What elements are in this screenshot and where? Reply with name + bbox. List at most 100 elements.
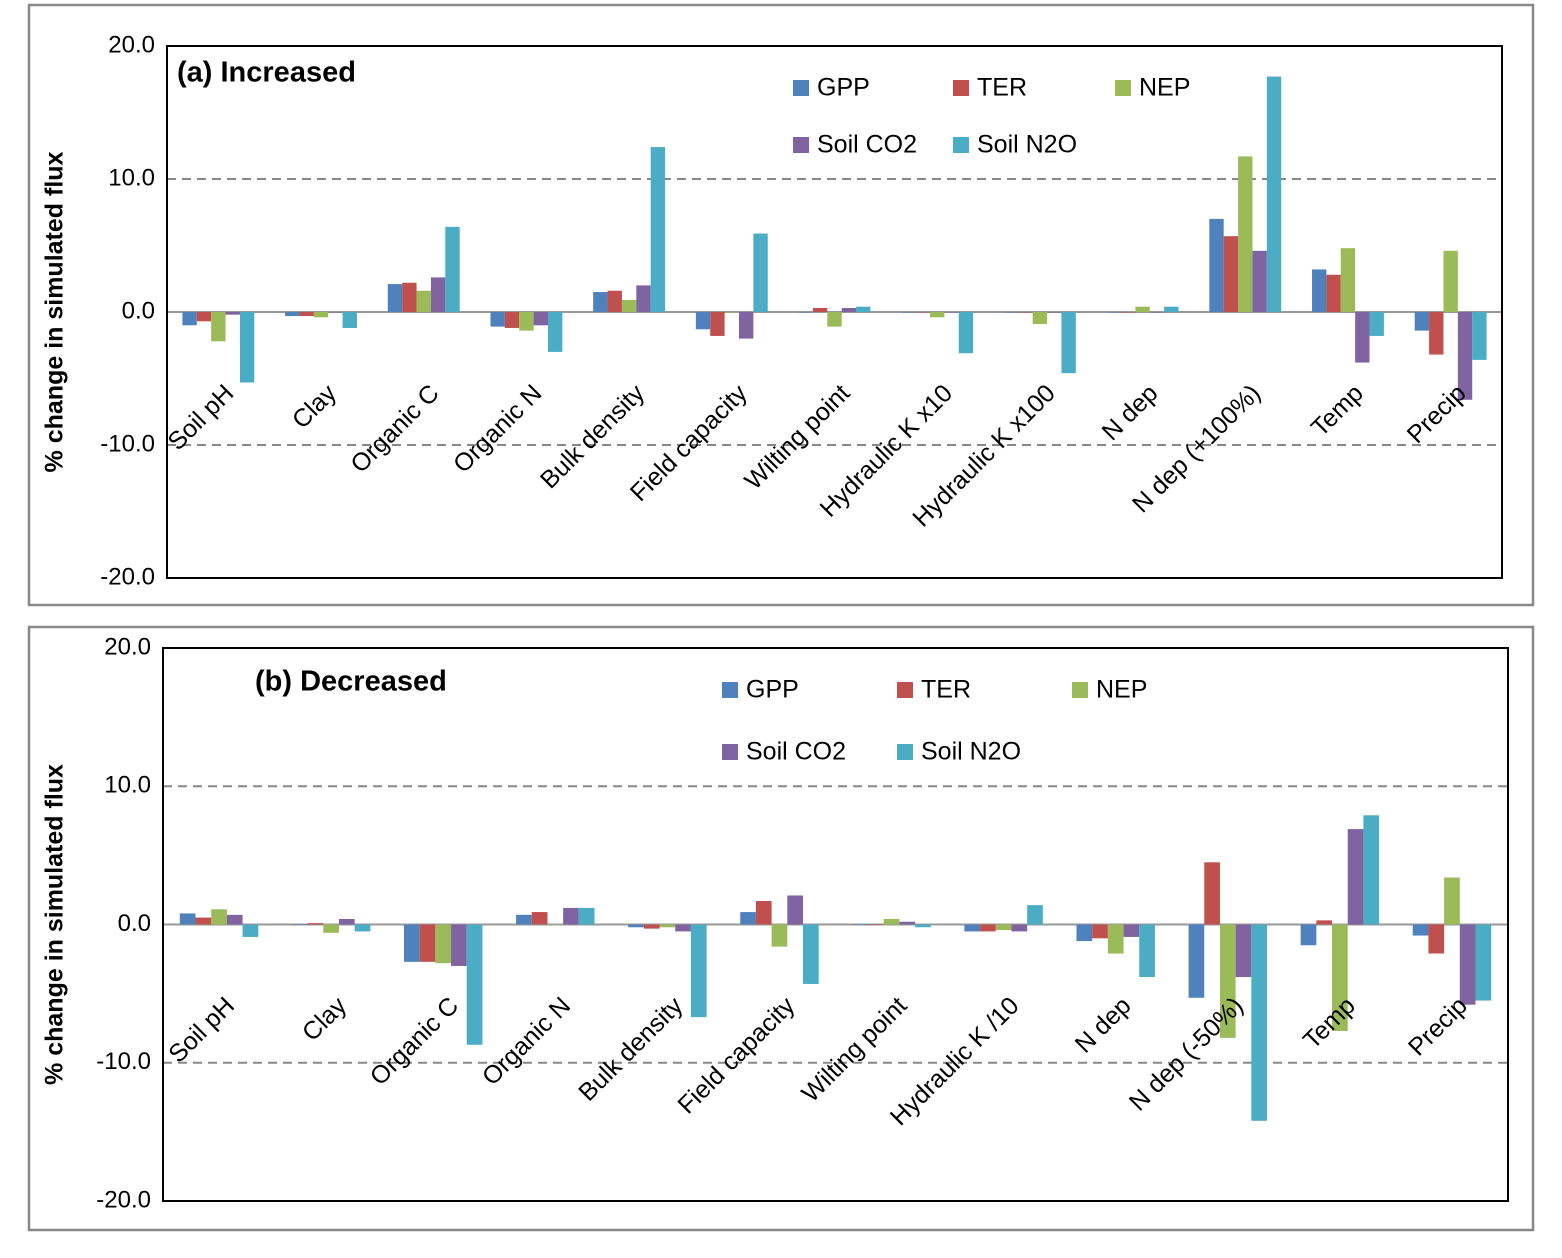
x-tick-label: Organic N: [448, 379, 547, 478]
legend-swatch: [793, 80, 809, 96]
bar: [1107, 924, 1124, 954]
bar: [1188, 924, 1205, 998]
bar: [1459, 924, 1476, 1005]
bar: [868, 924, 884, 925]
bar: [225, 312, 240, 315]
bar: [1135, 306, 1150, 312]
panel-frame: [27, 625, 1535, 1232]
bar: [430, 277, 446, 312]
bar: [338, 918, 355, 925]
bar: [285, 312, 300, 316]
bar: [226, 914, 243, 925]
bar: [211, 909, 227, 925]
bar: [659, 924, 676, 928]
bar: [1209, 218, 1224, 312]
legend-label: Soil N2O: [977, 131, 1077, 159]
bar: [416, 290, 431, 312]
x-tick-label: Clay: [287, 379, 343, 435]
bar: [798, 312, 813, 313]
bar: [738, 312, 754, 339]
legend-label: TER: [921, 676, 971, 704]
bar: [1266, 76, 1282, 312]
legend-swatch: [953, 137, 969, 153]
legend-swatch: [897, 682, 913, 698]
legend-swatch: [1115, 80, 1131, 96]
bar: [958, 312, 974, 354]
bar: [915, 312, 931, 313]
bar: [342, 312, 357, 328]
x-tick-label: Temp: [1298, 992, 1361, 1055]
y-tick-label: 10.0: [104, 772, 151, 799]
bar: [753, 233, 768, 312]
plot-frame: [162, 647, 1509, 1202]
bar: [852, 924, 869, 925]
bar: [328, 312, 343, 313]
bar: [841, 308, 857, 312]
y-tick-label: -20.0: [100, 563, 155, 590]
legend-label: Soil N2O: [921, 738, 1021, 766]
y-tick-label: -20.0: [96, 1186, 151, 1213]
bar: [313, 312, 329, 318]
bar: [1139, 924, 1155, 978]
bar: [211, 312, 226, 342]
bar: [1252, 250, 1267, 312]
bar: [519, 312, 534, 331]
chart-title: (b) Decreased: [255, 666, 447, 698]
bar: [195, 917, 212, 925]
bar: [628, 924, 644, 928]
x-tick-label: Organic C: [365, 992, 464, 1091]
bar: [547, 924, 564, 925]
bar: [995, 924, 1012, 931]
bar: [1355, 312, 1370, 363]
legend-swatch: [722, 744, 738, 760]
legend-label: Soil CO2: [746, 738, 846, 766]
bar: [435, 924, 452, 964]
x-tick-label: N dep: [1070, 992, 1137, 1059]
bar: [354, 924, 371, 932]
x-tick-label: N dep: [1097, 379, 1164, 446]
bar: [242, 924, 259, 937]
bar: [724, 312, 739, 313]
chart-title: (a) Increased: [177, 57, 356, 89]
panel-frame: [27, 3, 1535, 607]
legend-label: TER: [977, 74, 1027, 102]
bar: [1011, 924, 1028, 932]
x-tick-label: Organic C: [345, 379, 444, 478]
y-tick-label: 0.0: [118, 910, 151, 937]
bar: [901, 312, 916, 313]
bar: [1312, 269, 1327, 312]
legend-label: Soil CO2: [817, 131, 917, 159]
bar: [1238, 156, 1253, 312]
bar: [1412, 924, 1429, 936]
legend-swatch: [722, 682, 738, 698]
bar: [1443, 250, 1458, 312]
bar: [1076, 924, 1093, 942]
bar: [563, 907, 579, 925]
y-tick-label: 0.0: [122, 297, 155, 324]
bar: [1472, 312, 1487, 360]
bar: [1326, 274, 1341, 312]
bar: [827, 312, 842, 327]
bar: [1018, 312, 1033, 313]
bar: [1369, 312, 1384, 336]
bar: [695, 312, 711, 330]
bar: [1340, 248, 1356, 312]
bar: [1092, 924, 1108, 939]
bar: [755, 900, 772, 925]
bar: [1316, 920, 1333, 925]
bar: [802, 924, 819, 984]
plot-frame: [166, 45, 1503, 579]
y-tick-label: 20.0: [104, 633, 151, 660]
bar: [740, 912, 756, 925]
bar: [1204, 862, 1220, 925]
legend-label: NEP: [1096, 676, 1147, 704]
x-tick-label: Organic N: [477, 992, 576, 1091]
bar: [593, 292, 608, 312]
bar: [1003, 312, 1019, 313]
bar: [1428, 924, 1445, 954]
bar: [1300, 924, 1317, 946]
bar: [883, 918, 900, 925]
bar: [196, 312, 212, 322]
bar: [856, 306, 871, 312]
